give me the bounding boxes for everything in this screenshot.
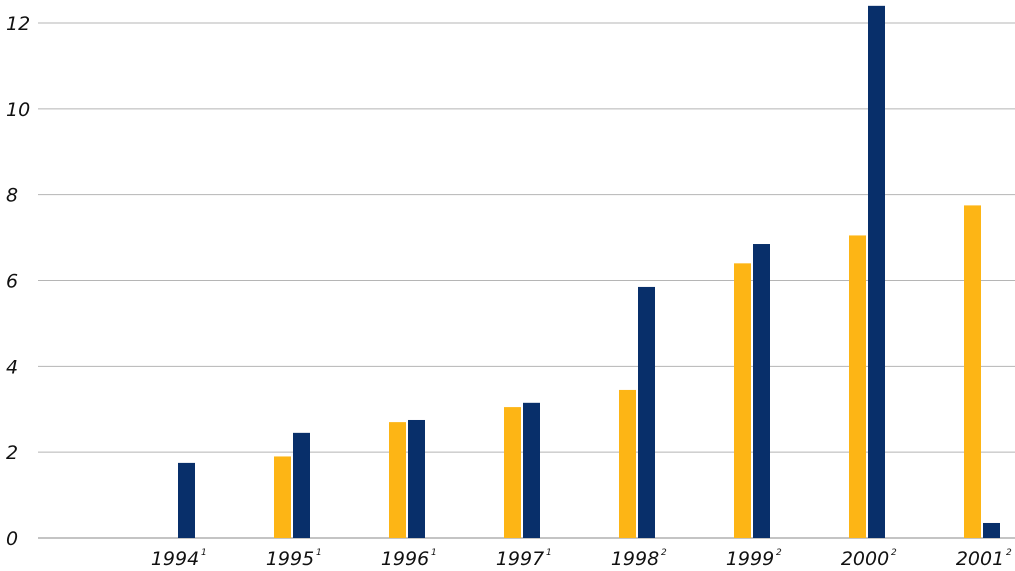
x-tick-label: 1999 <box>726 548 774 570</box>
x-tick-label: 1994 <box>151 548 199 570</box>
bar-series-1-1998 <box>619 389 636 538</box>
bar-series-2-1997 <box>523 402 540 538</box>
y-tick-label: 4 <box>6 356 18 378</box>
bar-series-2-1994 <box>178 462 195 538</box>
x-tick-footnote: 1 <box>316 548 322 558</box>
x-tick-label: 1998 <box>611 548 659 570</box>
bar-series-1-1996 <box>389 422 406 538</box>
x-tick-label: 1995 <box>266 548 314 570</box>
bar-series-1-2000 <box>849 235 866 538</box>
y-tick-label: 0 <box>6 528 18 550</box>
gridlines <box>38 22 1015 539</box>
bar-series-2-1999 <box>753 244 770 539</box>
y-tick-label: 6 <box>6 271 18 293</box>
bar-series-1-1999 <box>734 263 751 538</box>
x-tick-footnote: 1 <box>201 548 207 558</box>
bar-series-1-2001 <box>964 205 981 539</box>
x-tick-footnote: 1 <box>546 548 552 558</box>
bar-series-2-2000 <box>868 5 885 539</box>
y-tick-label: 8 <box>6 185 18 207</box>
x-axis-labels: 1994 1 1995 1 1996 1 1997 1 1998 2 1999 2 2000 2 2001 2 <box>151 548 1012 570</box>
bar-series-2-1995 <box>293 432 310 538</box>
x-tick-label: 1997 <box>496 548 544 570</box>
bars <box>178 5 1000 539</box>
y-tick-label: 12 <box>6 13 30 35</box>
bar-series-1-1995 <box>274 456 291 538</box>
bar-series-2-1996 <box>408 419 425 538</box>
x-tick-footnote: 1 <box>431 548 437 558</box>
x-tick-label: 2001 <box>956 548 1004 570</box>
x-tick-label: 1996 <box>381 548 429 570</box>
x-tick-footnote: 2 <box>1006 548 1012 558</box>
y-tick-label: 10 <box>6 99 30 121</box>
bar-series-2-1998 <box>638 286 655 538</box>
x-tick-footnote: 2 <box>776 548 782 558</box>
bar-series-2-2001 <box>983 522 1000 538</box>
bar-series-1-1997 <box>504 407 521 538</box>
x-tick-footnote: 2 <box>661 548 667 558</box>
x-tick-footnote: 2 <box>891 548 897 558</box>
y-axis-ticks: 0 2 4 6 8 10 12 <box>6 13 30 550</box>
x-tick-label: 2000 <box>841 548 889 570</box>
y-tick-label: 2 <box>6 442 18 464</box>
